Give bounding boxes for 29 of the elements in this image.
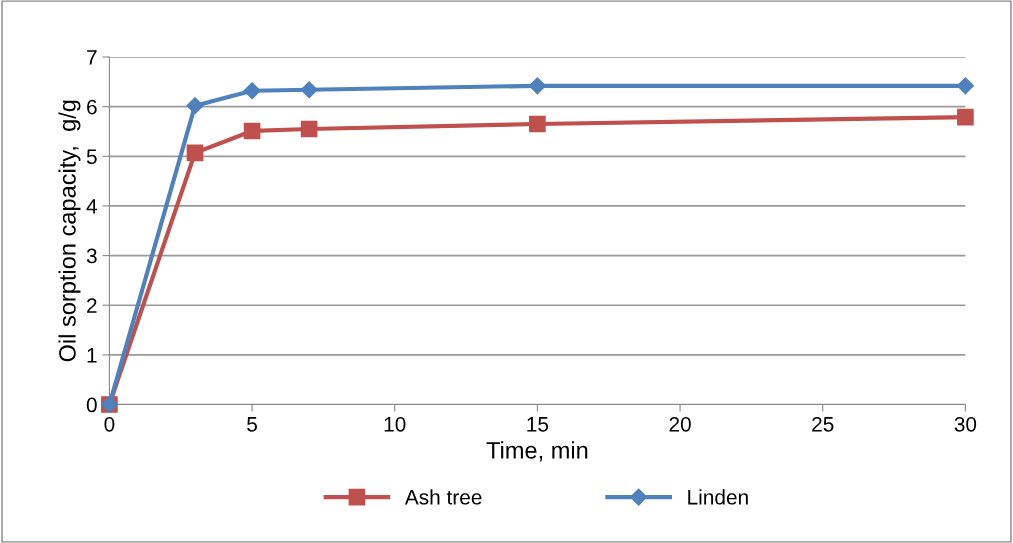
point — [956, 77, 974, 95]
x-tick-label: 15 — [527, 417, 549, 432]
point — [243, 82, 261, 100]
point — [243, 122, 261, 140]
x-tick-label: 5 — [247, 417, 257, 432]
y-axis-title: Oil sorption capacity, g/g — [58, 100, 81, 362]
legend-label: Linden — [688, 489, 748, 505]
x-tick-label: 0 — [104, 416, 115, 432]
point — [957, 108, 974, 126]
legend-label: Ash tree — [404, 489, 482, 505]
y-tick-label: 4 — [86, 199, 97, 214]
x-tick-label: 20 — [669, 416, 691, 432]
point — [300, 81, 318, 99]
point — [186, 144, 204, 162]
y-tick-label: 3 — [86, 248, 97, 264]
x-tick-label: 25 — [812, 416, 834, 432]
point — [529, 115, 546, 133]
x-tick-label: 10 — [384, 416, 406, 432]
y-tick-label: 7 — [87, 50, 97, 65]
y-tick-label: 0 — [86, 397, 97, 413]
y-tick-label: 1 — [87, 348, 97, 363]
point — [300, 120, 318, 138]
y-tick-label: 6 — [87, 99, 97, 115]
point — [186, 97, 204, 115]
point — [528, 77, 546, 95]
y-tick-label: 5 — [86, 149, 97, 165]
x-axis-title: Time, min — [486, 441, 588, 462]
x-tick-label: 30 — [954, 416, 977, 432]
y-tick-label: 2 — [87, 298, 97, 313]
